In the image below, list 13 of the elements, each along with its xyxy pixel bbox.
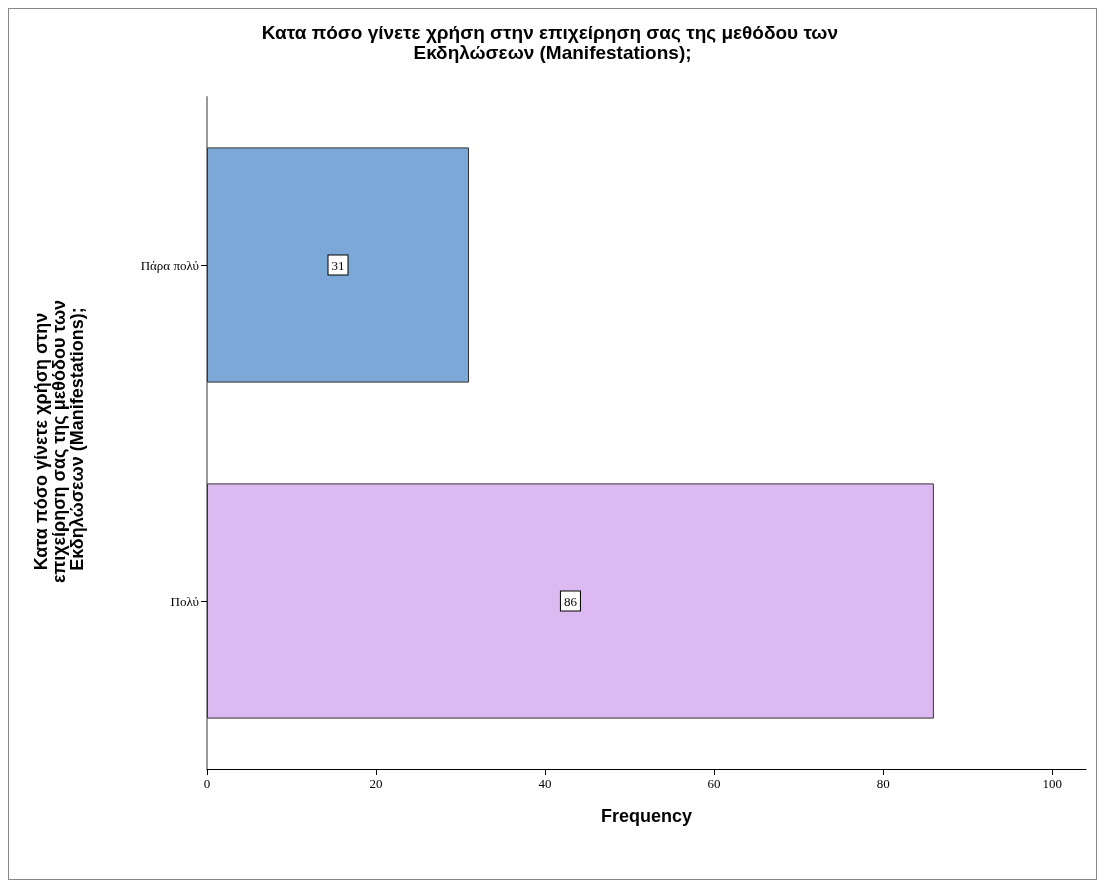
x-tick-label: 60 [707, 776, 721, 791]
y-tick-label: Πάρα πολύ [140, 257, 199, 273]
x-tick-label: 20 [369, 776, 383, 791]
data-label: 86 [563, 593, 578, 609]
x-tick-label: 80 [876, 776, 890, 791]
x-axis-title: Frequency [600, 806, 693, 826]
y-axis-title: Κατα πόσο γίνετε χρήση στην επιχείρηση σας της μεθόδου των Εκδηλώσεων (Manifestations); [31, 294, 87, 584]
y-tick-label: Πολύ [170, 593, 199, 609]
x-tick-label: 0 [203, 776, 211, 791]
x-tick-label: 100 [1042, 776, 1062, 791]
chart-title: Κατα πόσο γίνετε χρήση στην επιχείρηση σας της μεθόδου των Εκδηλώσεων (Manifestations); [261, 21, 844, 63]
x-tick-label: 40 [538, 776, 552, 791]
data-label: 31 [331, 257, 345, 273]
